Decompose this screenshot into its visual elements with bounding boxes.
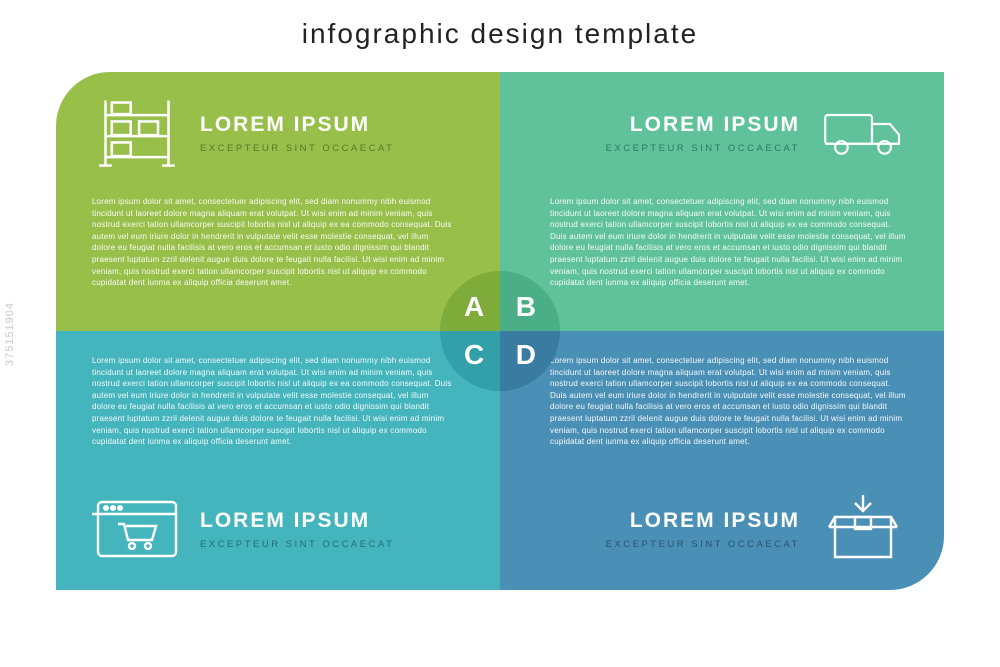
panel-b-body: Lorem ipsum dolor sit amet, consectetuer… bbox=[550, 196, 908, 289]
infographic-grid: LOREM IPSUM EXCEPTEUR SINT OCCAECAT Lore… bbox=[56, 72, 944, 590]
panel-b-subheading: EXCEPTEUR SINT OCCAECAT bbox=[606, 143, 800, 154]
panel-d-body: Lorem ipsum dolor sit amet, consectetuer… bbox=[550, 355, 908, 448]
panel-d-letter: D bbox=[516, 339, 536, 371]
panel-c: Lorem ipsum dolor sit amet, consectetuer… bbox=[56, 331, 500, 590]
delivery-truck-icon bbox=[818, 94, 908, 172]
panel-b-heading: LOREM IPSUM bbox=[630, 113, 800, 137]
panel-a-heading: LOREM IPSUM bbox=[200, 113, 394, 137]
panel-c-letter: C bbox=[464, 339, 484, 371]
panel-b-letter: B bbox=[516, 291, 536, 323]
panel-d-subheading: EXCEPTEUR SINT OCCAECAT bbox=[606, 539, 800, 550]
panel-a-subheading: EXCEPTEUR SINT OCCAECAT bbox=[200, 143, 394, 154]
panel-c-body: Lorem ipsum dolor sit amet, consectetuer… bbox=[92, 355, 452, 448]
panel-d-header: LOREM IPSUM EXCEPTEUR SINT OCCAECAT bbox=[606, 486, 908, 572]
panel-d: Lorem ipsum dolor sit amet, consectetuer… bbox=[500, 331, 944, 590]
panel-a-body: Lorem ipsum dolor sit amet, consectetuer… bbox=[92, 196, 452, 289]
panel-b: LOREM IPSUM EXCEPTEUR SINT OCCAECAT Lore… bbox=[500, 72, 944, 331]
panel-c-heading: LOREM IPSUM bbox=[200, 509, 394, 533]
panel-d-heading: LOREM IPSUM bbox=[630, 509, 800, 533]
panel-b-header: LOREM IPSUM EXCEPTEUR SINT OCCAECAT bbox=[606, 90, 908, 176]
panel-a: LOREM IPSUM EXCEPTEUR SINT OCCAECAT Lore… bbox=[56, 72, 500, 331]
panel-c-subheading: EXCEPTEUR SINT OCCAECAT bbox=[200, 539, 394, 550]
page-title: infographic design template bbox=[0, 18, 1000, 50]
online-shopping-cart-icon bbox=[92, 490, 182, 568]
panel-a-header: LOREM IPSUM EXCEPTEUR SINT OCCAECAT bbox=[92, 90, 394, 176]
panel-c-header: LOREM IPSUM EXCEPTEUR SINT OCCAECAT bbox=[92, 486, 394, 572]
package-download-icon bbox=[818, 490, 908, 568]
warehouse-shelves-icon bbox=[92, 94, 182, 172]
panel-a-letter: A bbox=[464, 291, 484, 323]
watermark-id: 375151904 bbox=[4, 301, 16, 365]
